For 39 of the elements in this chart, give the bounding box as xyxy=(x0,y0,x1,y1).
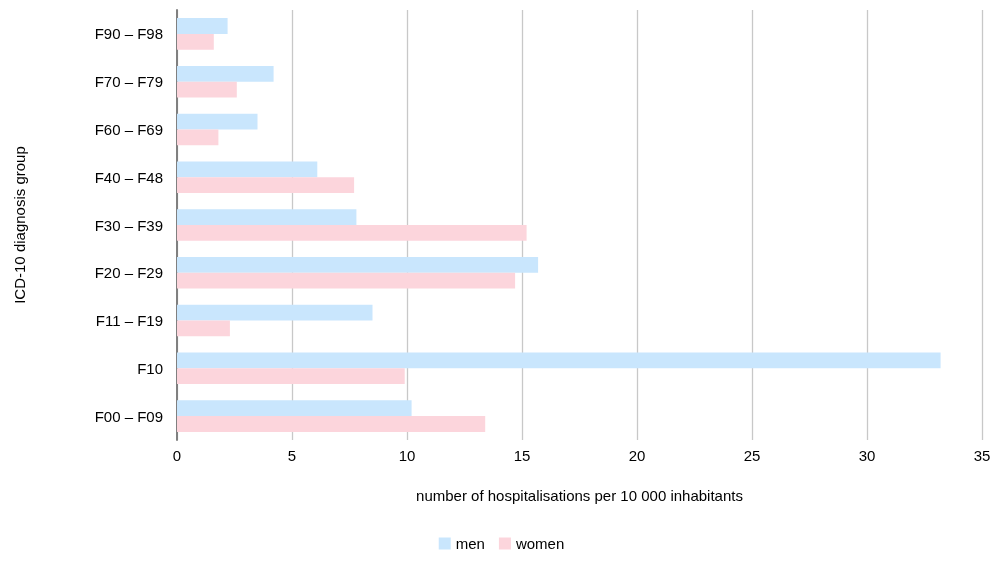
bar xyxy=(177,304,373,321)
y-tick-label: F30 – F39 xyxy=(94,216,163,234)
bar xyxy=(177,129,219,146)
bar xyxy=(177,33,214,50)
x-tick-label: 0 xyxy=(172,447,182,464)
bar xyxy=(177,161,318,178)
x-tick-label: 30 xyxy=(858,447,876,464)
y-tick-label: F40 – F48 xyxy=(94,168,163,186)
y-tick-label: F70 – F79 xyxy=(94,73,163,91)
x-tick-label: 25 xyxy=(743,447,761,464)
bar xyxy=(177,368,405,385)
x-tick-label: 15 xyxy=(513,447,531,464)
legend-label: men xyxy=(455,535,485,552)
y-tick-label: F90 – F98 xyxy=(94,25,163,43)
y-tick-label: F11 – F19 xyxy=(95,312,163,330)
bar xyxy=(177,257,539,273)
x-tick-label: 5 xyxy=(287,447,297,464)
bar xyxy=(177,416,486,432)
bar xyxy=(177,400,412,417)
y-tick-label: F10 xyxy=(137,359,163,377)
bar xyxy=(177,320,230,337)
bar xyxy=(177,352,941,369)
legend-label: women xyxy=(514,535,565,552)
bar xyxy=(177,225,527,241)
x-tick-label: 10 xyxy=(398,447,416,464)
bar xyxy=(177,18,228,34)
bar xyxy=(177,209,357,225)
x-tick-label: 35 xyxy=(973,447,991,464)
bar xyxy=(177,81,237,98)
y-tick-label: F60 – F69 xyxy=(94,120,163,138)
x-axis-title: number of hospitalisations per 10 000 inhabitants xyxy=(416,487,743,504)
bar xyxy=(177,177,355,193)
y-tick-label: F00 – F09 xyxy=(94,407,163,425)
bar xyxy=(177,113,258,130)
bar xyxy=(177,272,516,289)
y-tick-label: F20 – F29 xyxy=(94,264,163,282)
y-axis-title: ICD-10 diagnosis group xyxy=(11,146,28,304)
x-tick-label: 20 xyxy=(628,447,646,464)
bar xyxy=(177,65,274,82)
